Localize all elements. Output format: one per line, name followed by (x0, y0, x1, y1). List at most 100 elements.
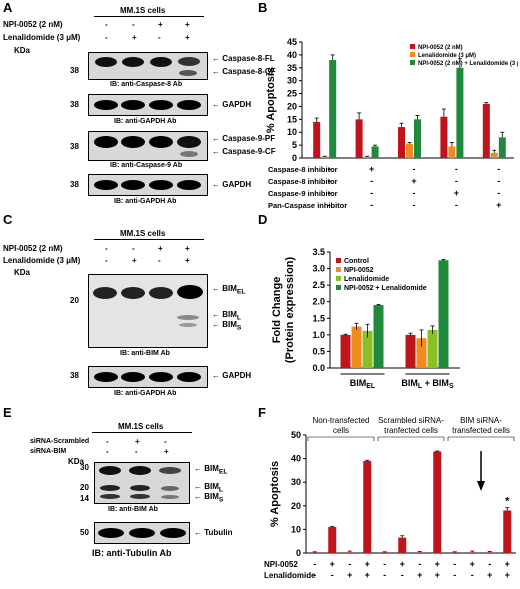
bar (498, 137, 506, 158)
inhibitor-label: Caspase-9 inhibitor (268, 189, 338, 198)
bar (313, 121, 321, 158)
panel-a-mw-38: 38 (70, 180, 79, 189)
bar (310, 552, 319, 553)
y-tick-label: 0 (296, 548, 301, 558)
label-bim-el: ← BIMEL (212, 284, 246, 296)
ib-bim: IB: anti-BIM Ab (120, 350, 170, 357)
bar (405, 334, 416, 368)
ib-tubulin: IB: anti-Tubulin Ab (92, 548, 172, 558)
inhibitor-sign: - (370, 176, 373, 186)
bar (371, 146, 379, 158)
panel-e-mw-20: 20 (80, 483, 89, 492)
row-sign: - (331, 570, 334, 580)
bar (363, 156, 371, 158)
panel-c-row1-sign: + (185, 244, 190, 253)
panel-e-row1-sign: + (135, 437, 140, 446)
panel-c-cell-line: MM.1S cells (120, 229, 166, 238)
label-caspase-9-cf: ← Caspase-9-CF (212, 147, 276, 156)
band (94, 100, 118, 110)
panel-a-row2-sign: + (132, 33, 137, 42)
band (129, 466, 151, 475)
legend-label: Control (344, 258, 369, 265)
bar (450, 552, 459, 553)
band (177, 180, 201, 190)
blot-bim-e (94, 462, 190, 504)
bar (503, 510, 512, 553)
panel-a-kda: KDa (14, 46, 31, 55)
panel-e-row2-sign: - (135, 447, 138, 456)
bar (468, 552, 477, 553)
blot-bim (88, 274, 208, 348)
panel-c-kda: KDa (14, 268, 31, 277)
row-sign: + (330, 559, 335, 569)
row-sign: + (347, 570, 352, 580)
y-tick-label: 10 (291, 524, 301, 534)
y-tick-label: 3.0 (312, 264, 325, 274)
inhibitor-sign: - (328, 164, 331, 174)
row-sign: - (383, 570, 386, 580)
panel-a-cell-line-rule (94, 16, 204, 17)
y-tick-label: 20 (291, 501, 301, 511)
inhibitor-sign: - (370, 188, 373, 198)
ib-gapdh: IB: anti-GAPDH Ab (114, 198, 177, 205)
y-tick-label: 0.0 (312, 363, 325, 373)
ib-gapdh-c: IB: anti-GAPDH Ab (114, 390, 177, 397)
panel-label-f: F (258, 405, 266, 420)
band (121, 100, 145, 110)
blot-caspase-9 (88, 131, 208, 161)
inhibitor-sign: + (369, 164, 374, 174)
panel-label-b: B (258, 0, 268, 15)
bar (351, 326, 362, 368)
band (177, 315, 199, 320)
y-tick-label: 45 (287, 37, 297, 47)
row-sign: + (487, 570, 492, 580)
panel-a-mw-38: 38 (70, 142, 79, 151)
panel-c-row1-sign: - (132, 244, 135, 253)
panel-e-cell-line-rule (92, 432, 192, 433)
row-sign: + (365, 559, 370, 569)
row-sign: + (505, 570, 510, 580)
blot-tubulin (94, 522, 190, 544)
panel-a-row1-sign: - (132, 20, 135, 29)
panel-e-mw-50: 50 (80, 528, 89, 537)
band (178, 57, 200, 66)
row-sign: + (505, 559, 510, 569)
inhibitor-sign: - (328, 188, 331, 198)
panel-label-c: C (3, 212, 13, 227)
inhibitor-sign: - (455, 176, 458, 186)
panel-label-e: E (3, 405, 12, 420)
legend-swatch (410, 44, 415, 49)
panel-a-row2-sign: - (105, 33, 108, 42)
ib-bim-e: IB: anti-BIM Ab (108, 506, 158, 513)
bar (433, 451, 442, 553)
label-bim-s-e: ← BIMS (194, 492, 224, 504)
chart-panel-f: 0 10 20 30 40 50 % Apoptosis Non-transfectedcel… (264, 416, 516, 580)
band (100, 494, 120, 499)
inhibitor-sign: - (455, 200, 458, 210)
band (149, 100, 173, 110)
legend-swatch (336, 276, 341, 281)
label-bim-el-e: ← BIMEL (194, 464, 228, 476)
group-label: tranfected cells (384, 426, 438, 435)
row-sign: + (435, 570, 440, 580)
y-tick-label: 0.5 (312, 346, 325, 356)
y-axis-label: % Apoptosis (269, 461, 281, 527)
y-tick-label: 25 (287, 89, 297, 99)
inhibitor-sign: - (497, 164, 500, 174)
legend-swatch (336, 267, 341, 272)
label-caspase-8-cf: ← Caspase-8-CF (212, 67, 276, 76)
bar (345, 552, 354, 553)
panel-e-kda: KDa (68, 457, 85, 466)
bar (321, 156, 329, 158)
panel-a-row2-sign: + (185, 33, 190, 42)
band (161, 486, 179, 491)
band (177, 372, 201, 382)
inhibitor-sign: + (454, 188, 459, 198)
bar (380, 552, 389, 553)
bar (406, 143, 413, 158)
row-sign: - (313, 570, 316, 580)
band (177, 100, 201, 110)
chart-panel-b: 0 5 10 15 20 25 30 35 40 45 % Apoptosis NPI-0052 (2… (265, 37, 518, 210)
panel-e-cell-line: MM.1S cells (118, 422, 164, 431)
band (100, 485, 120, 491)
